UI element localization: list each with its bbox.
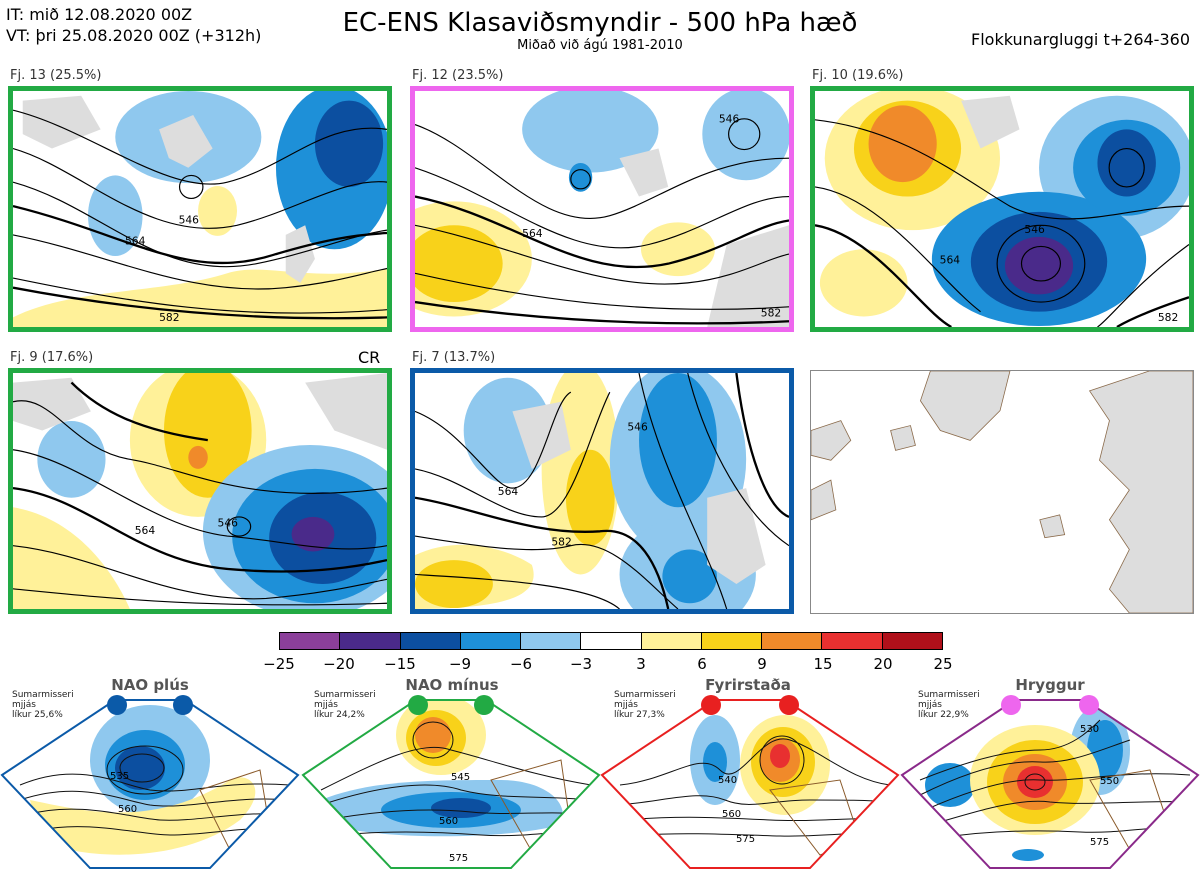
contour-label-564: 564 (135, 524, 156, 537)
regime-map-blocking: 540 560 575 (600, 695, 900, 869)
color-legend (279, 632, 943, 650)
valid-time: VT: þri 25.08.2020 00Z (+312h) (6, 26, 262, 45)
legend-tick: −6 (509, 655, 533, 673)
legend-tick: 20 (873, 655, 893, 673)
contour-label-564: 564 (522, 227, 543, 240)
legend-tick: 9 (757, 655, 767, 673)
contour-label-582: 582 (761, 307, 781, 320)
contour-label: 575 (449, 853, 468, 864)
cr-label: CR (358, 348, 381, 367)
contour-label-582: 582 (551, 536, 571, 549)
cluster-map-2: 546 564 582 (410, 86, 794, 332)
legend-swatch-11 (882, 633, 942, 649)
legend-tick: 3 (636, 655, 646, 673)
cluster-map-1: 546 564 582 (8, 86, 392, 332)
regime-map-ridge: 530 550 575 (900, 695, 1200, 869)
regime-note-4: Sumarmisseri mjjás líkur 22,9% (918, 690, 980, 720)
page-subtitle: Miðað við ágú 1981-2010 (517, 38, 683, 53)
legend-swatch-7 (641, 633, 702, 649)
legend-swatch-2 (340, 633, 401, 649)
contour-label-546: 546 (1024, 223, 1045, 236)
regime-note-2: Sumarmisseri mjjás líkur 24,2% (314, 690, 376, 720)
regime-map-nao-plus: 535 560 (0, 695, 300, 869)
header-times: IT: mið 12.08.2020 00Z VT: þri 25.08.202… (6, 4, 261, 46)
legend-swatch-10 (822, 633, 883, 649)
contour-label-582: 582 (159, 311, 179, 324)
contour-label-582: 582 (1158, 311, 1178, 324)
page-title: EC-ENS Klasaviðsmyndir - 500 hPa hæð (342, 8, 858, 38)
legend-tick: −20 (323, 655, 355, 673)
legend-swatch-9 (762, 633, 823, 649)
legend-tick: −3 (569, 655, 593, 673)
contour-label-546: 546 (218, 517, 239, 530)
contour-label-564: 564 (940, 254, 961, 267)
panel-label-1: Fj. 13 (25.5%) (10, 68, 102, 83)
cluster-map-5: 564 546 582 (410, 368, 794, 614)
panel-label-4: Fj. 9 (17.6%) (10, 350, 94, 365)
legend-tick: −15 (384, 655, 416, 673)
contour-label-546: 546 (179, 213, 200, 226)
base-map (810, 370, 1194, 614)
legend-tick: −9 (448, 655, 472, 673)
contour-label: 545 (451, 772, 470, 783)
contour-label: 550 (1100, 776, 1119, 787)
regime-title-1: NAO plús (111, 676, 189, 694)
legend-tick: 6 (697, 655, 707, 673)
classification-window: Flokkunargluggi t+264-360 (971, 30, 1190, 49)
contour-label-564: 564 (125, 235, 146, 248)
legend-tick: 25 (933, 655, 953, 673)
panel-label-3: Fj. 10 (19.6%) (812, 68, 904, 83)
contour-label: 535 (110, 771, 129, 782)
contour-label: 540 (718, 775, 737, 786)
panel-label-5: Fj. 7 (13.7%) (412, 350, 496, 365)
contour-label: 575 (1090, 837, 1109, 848)
initial-time: IT: mið 12.08.2020 00Z (6, 5, 193, 24)
contour-label: 560 (118, 804, 137, 815)
cluster-map-4: 546 564 (8, 368, 392, 614)
legend-swatch-4 (460, 633, 522, 649)
panel-label-2: Fj. 12 (23.5%) (412, 68, 504, 83)
cluster-map-3: 546 564 582 (810, 86, 1194, 332)
contour-label-546: 546 (627, 421, 648, 434)
regime-title-3: Fyrirstaða (705, 676, 791, 694)
legend-swatch-3 (400, 633, 461, 649)
contour-label-546: 546 (719, 113, 740, 126)
regime-title-4: Hryggur (1015, 676, 1085, 694)
regime-note-3: Sumarmisseri mjjás líkur 27,3% (614, 690, 676, 720)
legend-swatch-1 (280, 633, 341, 649)
contour-label: 575 (736, 834, 755, 845)
legend-tick: −25 (263, 655, 295, 673)
legend-swatch-8 (701, 633, 763, 649)
regime-title-2: NAO mínus (405, 676, 499, 694)
legend-swatch-5 (521, 633, 582, 649)
contour-label: 530 (1080, 724, 1099, 735)
contour-label: 560 (439, 816, 458, 827)
regime-map-nao-minus: 545 560 575 (301, 695, 601, 869)
legend-tick: 15 (813, 655, 833, 673)
contour-label: 560 (722, 809, 741, 820)
contour-label-564: 564 (498, 485, 519, 498)
regime-note-1: Sumarmisseri mjjás líkur 25,6% (12, 690, 74, 720)
legend-swatch-6 (581, 633, 642, 649)
